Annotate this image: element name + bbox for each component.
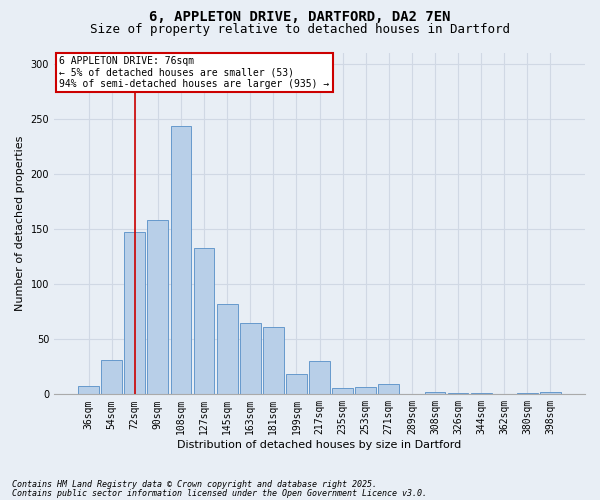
Bar — [471, 393, 491, 394]
Text: Size of property relative to detached houses in Dartford: Size of property relative to detached ho… — [90, 22, 510, 36]
Bar — [124, 232, 145, 394]
Bar — [517, 393, 538, 394]
Bar — [263, 327, 284, 394]
Bar — [332, 388, 353, 394]
X-axis label: Distribution of detached houses by size in Dartford: Distribution of detached houses by size … — [178, 440, 461, 450]
Text: 6, APPLETON DRIVE, DARTFORD, DA2 7EN: 6, APPLETON DRIVE, DARTFORD, DA2 7EN — [149, 10, 451, 24]
Bar — [78, 386, 99, 394]
Y-axis label: Number of detached properties: Number of detached properties — [15, 136, 25, 311]
Bar — [240, 322, 260, 394]
Text: 6 APPLETON DRIVE: 76sqm
← 5% of detached houses are smaller (53)
94% of semi-det: 6 APPLETON DRIVE: 76sqm ← 5% of detached… — [59, 56, 329, 89]
Bar — [170, 126, 191, 394]
Text: Contains HM Land Registry data © Crown copyright and database right 2025.: Contains HM Land Registry data © Crown c… — [12, 480, 377, 489]
Bar — [101, 360, 122, 394]
Bar — [286, 374, 307, 394]
Bar — [148, 220, 168, 394]
Text: Contains public sector information licensed under the Open Government Licence v3: Contains public sector information licen… — [12, 489, 427, 498]
Bar — [355, 386, 376, 394]
Bar — [448, 393, 469, 394]
Bar — [540, 392, 561, 394]
Bar — [425, 392, 445, 394]
Bar — [379, 384, 399, 394]
Bar — [217, 304, 238, 394]
Bar — [194, 248, 214, 394]
Bar — [309, 362, 330, 394]
